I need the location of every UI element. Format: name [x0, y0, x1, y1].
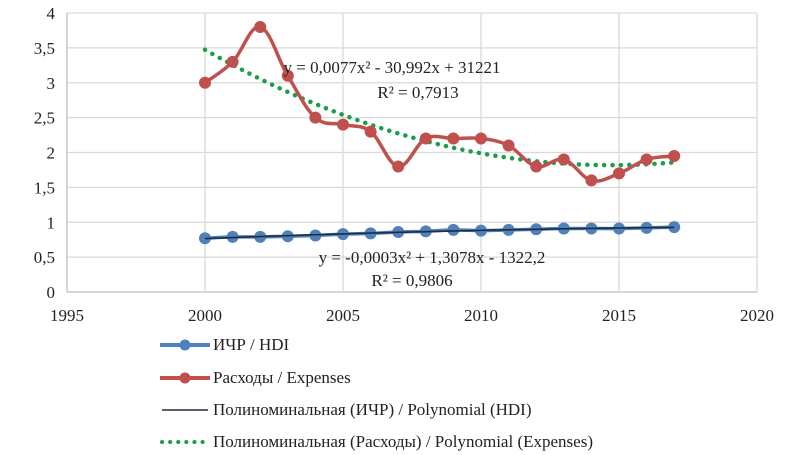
expenses-point: [557, 153, 570, 166]
expenses-point: [281, 69, 294, 82]
x-tick-label: 1995: [50, 306, 84, 325]
expenses-point: [226, 55, 239, 68]
legend-label-expenses: Расходы / Expenses: [213, 368, 351, 387]
y-tick-label: 1: [47, 213, 56, 232]
trendline-hdi: [204, 226, 675, 240]
expenses-point: [585, 174, 598, 187]
x-tick-label: 2015: [602, 306, 636, 325]
y-tick-label: 0,5: [34, 248, 55, 267]
expenses-point: [419, 132, 432, 145]
y-axis-ticks: 0 0,5 1 1,5 2 2,5 3 3,5 4: [34, 4, 56, 302]
trendline-hdi-path: [204, 226, 675, 240]
legend-label-hdi: ИЧР / HDI: [213, 335, 290, 354]
chart: 0 0,5 1 1,5 2 2,5 3 3,5 4 1995 2000 2005 2010 2015 20…: [34, 4, 774, 325]
expenses-point: [254, 20, 267, 33]
legend-swatch-expenses: [160, 372, 210, 384]
expenses-point: [475, 132, 487, 145]
legend-item-hdi: ИЧР / HDI: [160, 332, 289, 358]
expenses-point: [199, 76, 211, 89]
x-axis-ticks: 1995 2000 2005 2010 2015 2020: [50, 306, 774, 325]
y-tick-label: 4: [47, 4, 56, 23]
y-tick-label: 1,5: [34, 178, 55, 197]
equation-hdi: y = -0,0003x² + 1,3078x - 1322,2: [319, 248, 546, 267]
series-expenses: [199, 20, 681, 187]
legend-swatch-trend-hdi: [162, 409, 208, 411]
y-tick-label: 3,5: [34, 39, 55, 58]
expenses-point: [530, 160, 543, 173]
hdi-point: [668, 221, 681, 234]
expenses-point: [364, 125, 377, 138]
x-tick-label: 2000: [188, 306, 222, 325]
legend-item-trend-expenses: Полиноминальная (Расходы) / Polynomial (…: [160, 429, 593, 455]
y-tick-label: 3: [47, 74, 56, 93]
y-tick-label: 0: [47, 283, 56, 302]
expenses-point: [640, 153, 653, 166]
legend-item-trend-hdi: Полиноминальная (ИЧР) / Polynomial (HDI): [160, 397, 532, 423]
hdi-point: [447, 223, 460, 236]
expenses-point: [668, 149, 681, 162]
legend-swatch-hdi: [160, 339, 210, 351]
series-hdi: [199, 221, 681, 245]
expenses-point: [613, 167, 625, 180]
x-tick-label: 2020: [740, 306, 774, 325]
equation-expenses: y = 0,0077x² - 30,992x + 31221: [284, 58, 501, 77]
y-tick-label: 2,5: [34, 109, 55, 128]
legend-label-trend-hdi: Полиноминальная (ИЧР) / Polynomial (HDI): [213, 400, 532, 419]
trendline-expenses-path: [202, 47, 677, 168]
x-tick-label: 2005: [326, 306, 360, 325]
legend-item-expenses: Расходы / Expenses: [160, 365, 351, 391]
expenses-line: [203, 25, 675, 183]
expenses-point: [309, 111, 322, 124]
y-tick-label: 2: [47, 144, 56, 163]
legend-label-trend-expenses: Полиноминальная (Расходы) / Polynomial (…: [213, 432, 593, 451]
expenses-point: [337, 118, 349, 131]
legend-swatch-trend-expenses: [160, 440, 210, 444]
r2-expenses: R² = 0,7913: [377, 83, 458, 102]
x-tick-label: 2010: [464, 306, 498, 325]
expenses-point: [502, 139, 515, 152]
r2-hdi: R² = 0,9806: [371, 271, 452, 290]
expenses-point: [447, 132, 460, 145]
trendline-expenses: [202, 47, 677, 168]
expenses-point: [392, 160, 405, 173]
